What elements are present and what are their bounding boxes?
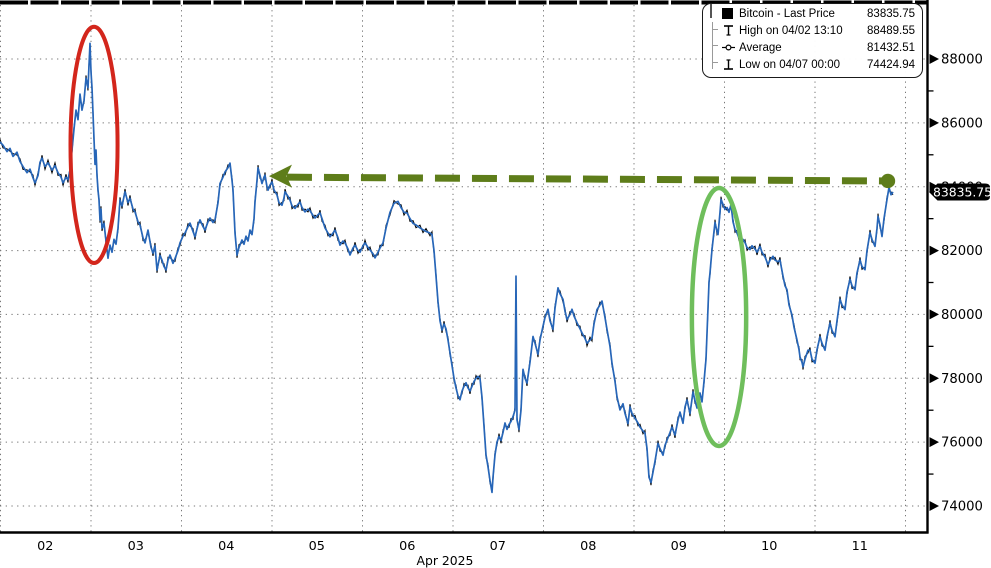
trend-arrow-line <box>286 173 887 185</box>
vertical-gridlines <box>0 5 906 532</box>
trend-arrow-head <box>268 164 292 188</box>
y-axis: 8800086000840008200080000780007600074000 <box>927 53 983 515</box>
legend-value: 88489.55 <box>867 24 915 37</box>
red-ellipse-annotation <box>68 24 120 266</box>
legend-collapse-icon[interactable] <box>710 4 712 18</box>
y-tick-label: 78000 <box>941 372 983 387</box>
legend-value: 81432.51 <box>867 41 915 54</box>
legend-label: Average <box>739 41 782 54</box>
x-axis: 02 03 04 05 06 07 08 09 10 11 Apr 2025 <box>37 539 868 568</box>
y-tick-label: 74000 <box>941 500 983 515</box>
legend-value: 83835.75 <box>867 7 915 20</box>
last-price-line <box>0 42 894 494</box>
x-tick-label: 04 <box>218 539 234 554</box>
x-tick-label: 03 <box>128 539 144 554</box>
month-label: Apr 2025 <box>417 553 474 568</box>
legend-label: Bitcoin - Last Price <box>739 7 835 20</box>
series-swatch-icon <box>722 8 733 19</box>
legend-value: 74424.94 <box>867 58 915 71</box>
green-ellipse-annotation <box>689 185 749 449</box>
x-tick-label: 07 <box>490 539 506 554</box>
legend-row-average[interactable]: Average 81432.51 <box>706 39 915 56</box>
badge-value: 83835.75 <box>933 184 991 199</box>
y-tick-label: 76000 <box>941 436 983 451</box>
y-tick-label: 86000 <box>941 116 983 131</box>
price-range-line <box>0 46 894 490</box>
x-tick-label: 06 <box>399 539 415 554</box>
average-marker-icon <box>722 44 735 51</box>
x-tick-label: 08 <box>580 539 596 554</box>
low-tick-icon <box>724 59 733 70</box>
legend-row-last-price[interactable]: Bitcoin - Last Price 83835.75 <box>706 4 915 22</box>
y-tick-label: 82000 <box>941 244 983 259</box>
legend-label: Low on 04/07 00:00 <box>739 58 841 71</box>
y-tick-label: 88000 <box>941 53 983 68</box>
x-tick-label: 11 <box>852 539 868 554</box>
legend-row-high[interactable]: High on 04/02 13:10 88489.55 <box>706 22 915 39</box>
trend-arrow-dot <box>880 173 896 189</box>
legend-row-low[interactable]: Low on 04/07 00:00 74424.94 <box>706 56 915 73</box>
legend-label: High on 04/02 13:10 <box>739 24 843 37</box>
y-tick-label: 80000 <box>941 308 983 323</box>
high-tick-icon <box>724 25 733 36</box>
x-tick-label: 02 <box>37 539 53 554</box>
last-price-badge: 83835.75 <box>929 183 991 201</box>
chart-legend: Bitcoin - Last Price 83835.75 High on 04… <box>702 3 923 78</box>
x-tick-label: 09 <box>671 539 687 554</box>
horizontal-gridlines <box>0 58 928 507</box>
x-tick-label: 05 <box>309 539 325 554</box>
x-tick-label: 10 <box>761 539 777 554</box>
